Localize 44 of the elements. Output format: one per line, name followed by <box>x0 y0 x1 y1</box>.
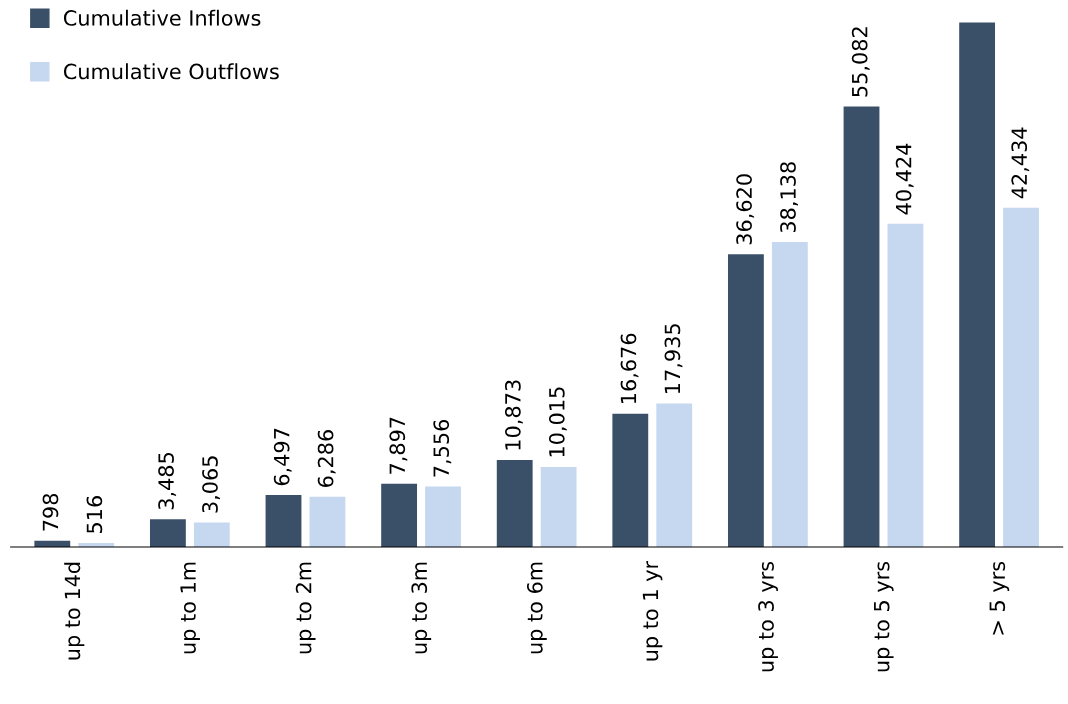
data-label: 798 <box>42 493 59 531</box>
bar <box>843 106 880 548</box>
x-tick-label: up to 14d <box>64 562 85 660</box>
data-label: 42,434 <box>1011 127 1030 199</box>
bar <box>425 486 461 548</box>
data-label: 3,065 <box>202 456 220 513</box>
bar <box>656 403 693 548</box>
bar <box>771 242 808 548</box>
bar <box>265 495 302 548</box>
bar <box>959 22 996 548</box>
x-tick-label: up to 3 yrs <box>758 561 778 672</box>
x-tick-label: up to 2m <box>295 562 316 654</box>
x-tick-label: up to 6m <box>526 562 547 654</box>
x-tick-label: up to 3m <box>411 562 432 654</box>
bar <box>381 483 418 548</box>
data-label: 10,015 <box>548 387 567 457</box>
data-label: 17,935 <box>664 324 683 393</box>
bar <box>612 413 649 548</box>
bar <box>496 460 533 548</box>
bar <box>540 466 577 548</box>
bar <box>309 496 346 548</box>
data-label: 40,424 <box>895 143 914 215</box>
x-tick-label: up to 1 yr <box>642 560 663 661</box>
bar <box>1003 207 1039 548</box>
data-label: 6,497 <box>273 428 292 486</box>
bar <box>727 254 764 548</box>
x-tick-label: up to 5 yrs <box>874 561 894 672</box>
data-label: 38,138 <box>780 162 799 233</box>
bar <box>193 522 230 548</box>
data-label: 3,485 <box>158 452 177 510</box>
legend-label: Cumulative Inflows <box>63 9 261 26</box>
data-label: 6,286 <box>317 430 336 487</box>
data-label: 7,897 <box>389 417 408 474</box>
data-label: 16,676 <box>620 333 639 404</box>
x-tick-label: up to 1m <box>180 562 200 654</box>
data-label: 10,873 <box>504 380 523 450</box>
legend-label: Cumulative Outflows <box>63 63 279 80</box>
data-label: 36,620 <box>736 174 755 245</box>
data-label: 7,556 <box>433 419 452 477</box>
data-label: 516 <box>86 496 103 533</box>
data-label: 55,082 <box>851 27 870 97</box>
x-tick-label: > 5 yrs <box>989 561 1010 635</box>
bar <box>149 519 186 548</box>
bar <box>887 223 924 548</box>
